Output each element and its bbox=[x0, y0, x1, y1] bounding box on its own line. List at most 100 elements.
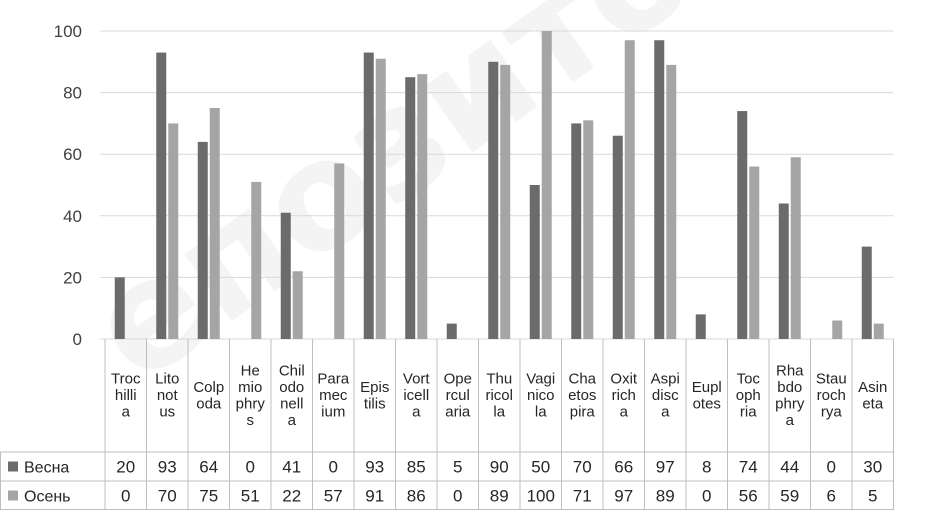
bar-Весна-6 bbox=[363, 52, 374, 340]
data-label: 64 bbox=[199, 458, 218, 477]
data-label: 90 bbox=[490, 458, 509, 477]
data-label: 74 bbox=[739, 458, 758, 477]
bar-Весна-11 bbox=[571, 123, 582, 340]
data-label: 89 bbox=[490, 487, 509, 506]
bar-Осень-18 bbox=[873, 323, 884, 339]
y-tick-label: 40 bbox=[63, 207, 82, 226]
data-label: 56 bbox=[739, 487, 758, 506]
y-tick-label: 100 bbox=[54, 22, 82, 41]
data-label: 30 bbox=[863, 458, 882, 477]
category-label: Colp oda bbox=[193, 379, 224, 413]
bar-Осень-6 bbox=[375, 58, 386, 339]
bars bbox=[114, 31, 884, 340]
bar-Весна-16 bbox=[778, 203, 789, 339]
bar-Весна-0 bbox=[114, 277, 125, 339]
category-label: Vort icell a bbox=[403, 371, 431, 421]
data-label: 97 bbox=[614, 487, 633, 506]
data-label: 91 bbox=[365, 487, 384, 506]
category-label: Lito not us bbox=[155, 371, 179, 421]
category-label: Troc hilli a bbox=[111, 371, 141, 421]
bar-Весна-13 bbox=[654, 40, 665, 340]
data-label: 50 bbox=[531, 458, 550, 477]
bar-Весна-18 bbox=[861, 246, 872, 339]
data-label: 71 bbox=[573, 487, 592, 506]
y-tick-label: 20 bbox=[63, 268, 82, 287]
y-tick-label: 0 bbox=[73, 330, 82, 349]
legend-key-0 bbox=[8, 461, 18, 472]
category-label: Para mec ium bbox=[317, 371, 349, 421]
data-label: 6 bbox=[827, 487, 836, 506]
series-label: Осень bbox=[24, 489, 71, 506]
category-label: Rha bdo phry a bbox=[775, 362, 805, 429]
bar-Весна-14 bbox=[695, 314, 706, 339]
data-label: 0 bbox=[453, 487, 462, 506]
category-label: Stau roch rya bbox=[816, 371, 847, 421]
category-label: Thu ricol la bbox=[485, 371, 513, 421]
category-label: Chil odo nell a bbox=[279, 362, 305, 429]
category-label: Oxit rich a bbox=[610, 371, 638, 421]
data-label: 0 bbox=[329, 458, 338, 477]
y-tick-label: 80 bbox=[63, 84, 82, 103]
bar-Весна-8 bbox=[446, 323, 457, 339]
bar-Весна-10 bbox=[529, 185, 540, 339]
bar-Весна-12 bbox=[612, 135, 623, 339]
data-label: 57 bbox=[324, 487, 343, 506]
data-label: 8 bbox=[702, 458, 711, 477]
bar-Осень-12 bbox=[624, 40, 635, 340]
category-label: Aspi disc a bbox=[651, 371, 680, 421]
bar-Весна-2 bbox=[197, 141, 208, 339]
data-label: 0 bbox=[121, 487, 130, 506]
data-label: 0 bbox=[827, 458, 836, 477]
data-label: 86 bbox=[407, 487, 426, 506]
data-label: 20 bbox=[116, 458, 135, 477]
bar-Весна-9 bbox=[488, 61, 499, 340]
bar-Осень-9 bbox=[500, 64, 511, 339]
bar-Осень-1 bbox=[168, 123, 179, 340]
data-label: 70 bbox=[158, 487, 177, 506]
data-label: 66 bbox=[614, 458, 633, 477]
bar-Осень-10 bbox=[541, 31, 552, 339]
bar-Весна-15 bbox=[737, 111, 748, 339]
data-label: 97 bbox=[656, 458, 675, 477]
bar-Осень-11 bbox=[583, 120, 594, 339]
category-label: Ope rcul aria bbox=[444, 371, 472, 421]
data-label: 75 bbox=[199, 487, 218, 506]
data-label: 59 bbox=[780, 487, 799, 506]
y-tick-label: 60 bbox=[63, 145, 82, 164]
bar-Осень-13 bbox=[666, 64, 677, 339]
data-label: 22 bbox=[282, 487, 301, 506]
bar-Осень-16 bbox=[790, 157, 801, 339]
category-label: Epis tilis bbox=[360, 379, 389, 413]
data-label: 100 bbox=[527, 487, 555, 506]
y-axis: 0 20 40 60 80 100 bbox=[54, 22, 82, 349]
category-label: He mio phry s bbox=[236, 362, 266, 429]
data-label: 93 bbox=[158, 458, 177, 477]
legend-key-1 bbox=[8, 490, 18, 501]
bar-Весна-1 bbox=[156, 52, 167, 340]
data-label: 89 bbox=[656, 487, 675, 506]
bar-Осень-3 bbox=[251, 181, 262, 339]
data-label: 70 bbox=[573, 458, 592, 477]
data-label: 0 bbox=[246, 458, 255, 477]
data-label: 51 bbox=[241, 487, 260, 506]
category-label: Eupl otes bbox=[692, 379, 722, 413]
bar-Осень-7 bbox=[417, 74, 428, 340]
data-label: 5 bbox=[453, 458, 462, 477]
bar-Осень-4 bbox=[292, 271, 303, 339]
data-label: 44 bbox=[780, 458, 799, 477]
category-label: Vagi nico la bbox=[526, 371, 555, 421]
data-label: 93 bbox=[365, 458, 384, 477]
data-label: 85 bbox=[407, 458, 426, 477]
category-label: Asin eta bbox=[858, 379, 887, 413]
bar-Весна-7 bbox=[405, 77, 416, 339]
category-label: Toc oph ria bbox=[736, 371, 761, 421]
series-label: Весна bbox=[24, 460, 69, 477]
data-label: 5 bbox=[868, 487, 877, 506]
bar-Весна-4 bbox=[280, 212, 291, 339]
category-label: Cha etos pira bbox=[568, 371, 597, 421]
bar-Осень-2 bbox=[209, 108, 220, 339]
bar-Осень-17 bbox=[832, 320, 843, 339]
bar-Осень-15 bbox=[749, 166, 760, 339]
data-label: 41 bbox=[282, 458, 301, 477]
